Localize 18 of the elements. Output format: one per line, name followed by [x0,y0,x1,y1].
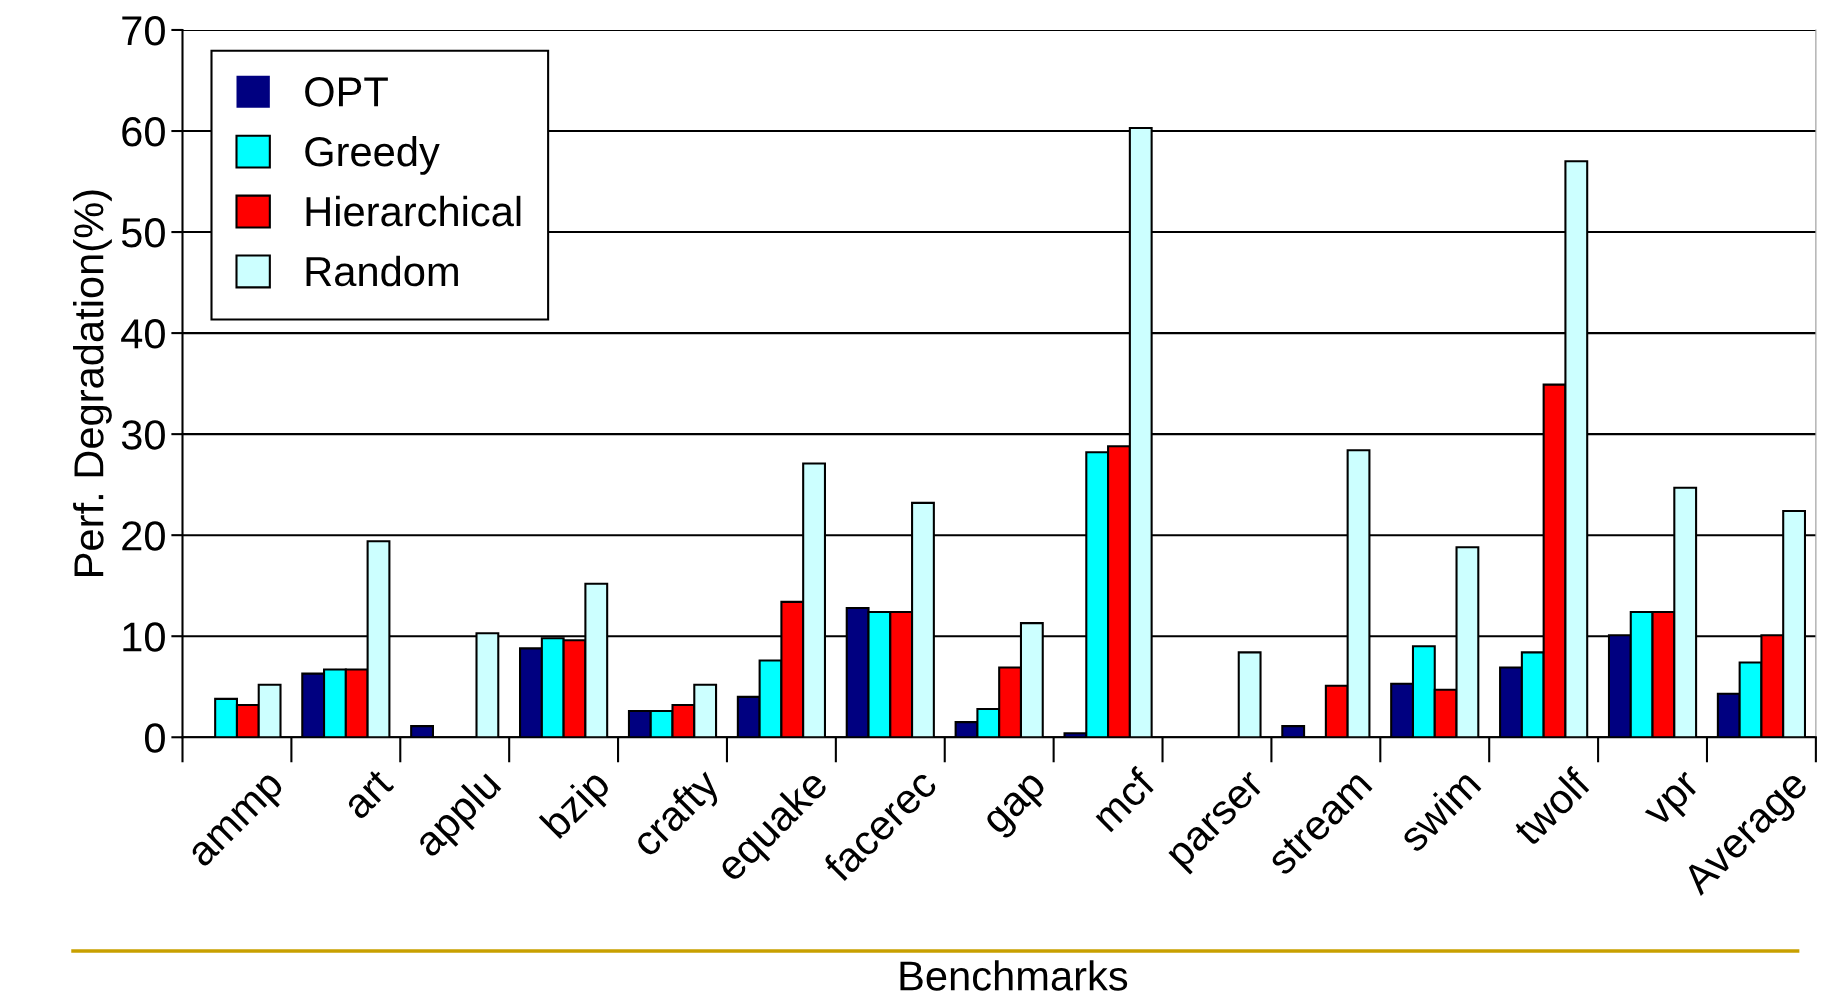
y-tick-label: 40 [121,319,165,349]
legend-label: Random [306,255,458,287]
x-tick-label: art [342,768,395,821]
y-axis-title: Perf. Degradation(%) [73,190,112,576]
y-tick-label: 30 [121,420,165,450]
legend-label: Hierarchical [306,195,521,227]
y-tick-label: 0 [144,723,165,753]
legend-label: Greedy [305,135,440,175]
legend-label: OPT [305,77,388,107]
x-axis-title: Benchmarks [900,960,1128,991]
y-tick-label: 50 [121,218,165,248]
y-tick-label: 20 [122,521,165,551]
x-tick-label: gap [983,772,1053,841]
x-tick-label: mcf [1089,765,1157,833]
x-tick-label: bzip [538,766,618,846]
y-tick-label: 10 [123,622,165,652]
y-tick-label: 70 [122,15,165,46]
y-tick-label: 60 [122,117,165,147]
